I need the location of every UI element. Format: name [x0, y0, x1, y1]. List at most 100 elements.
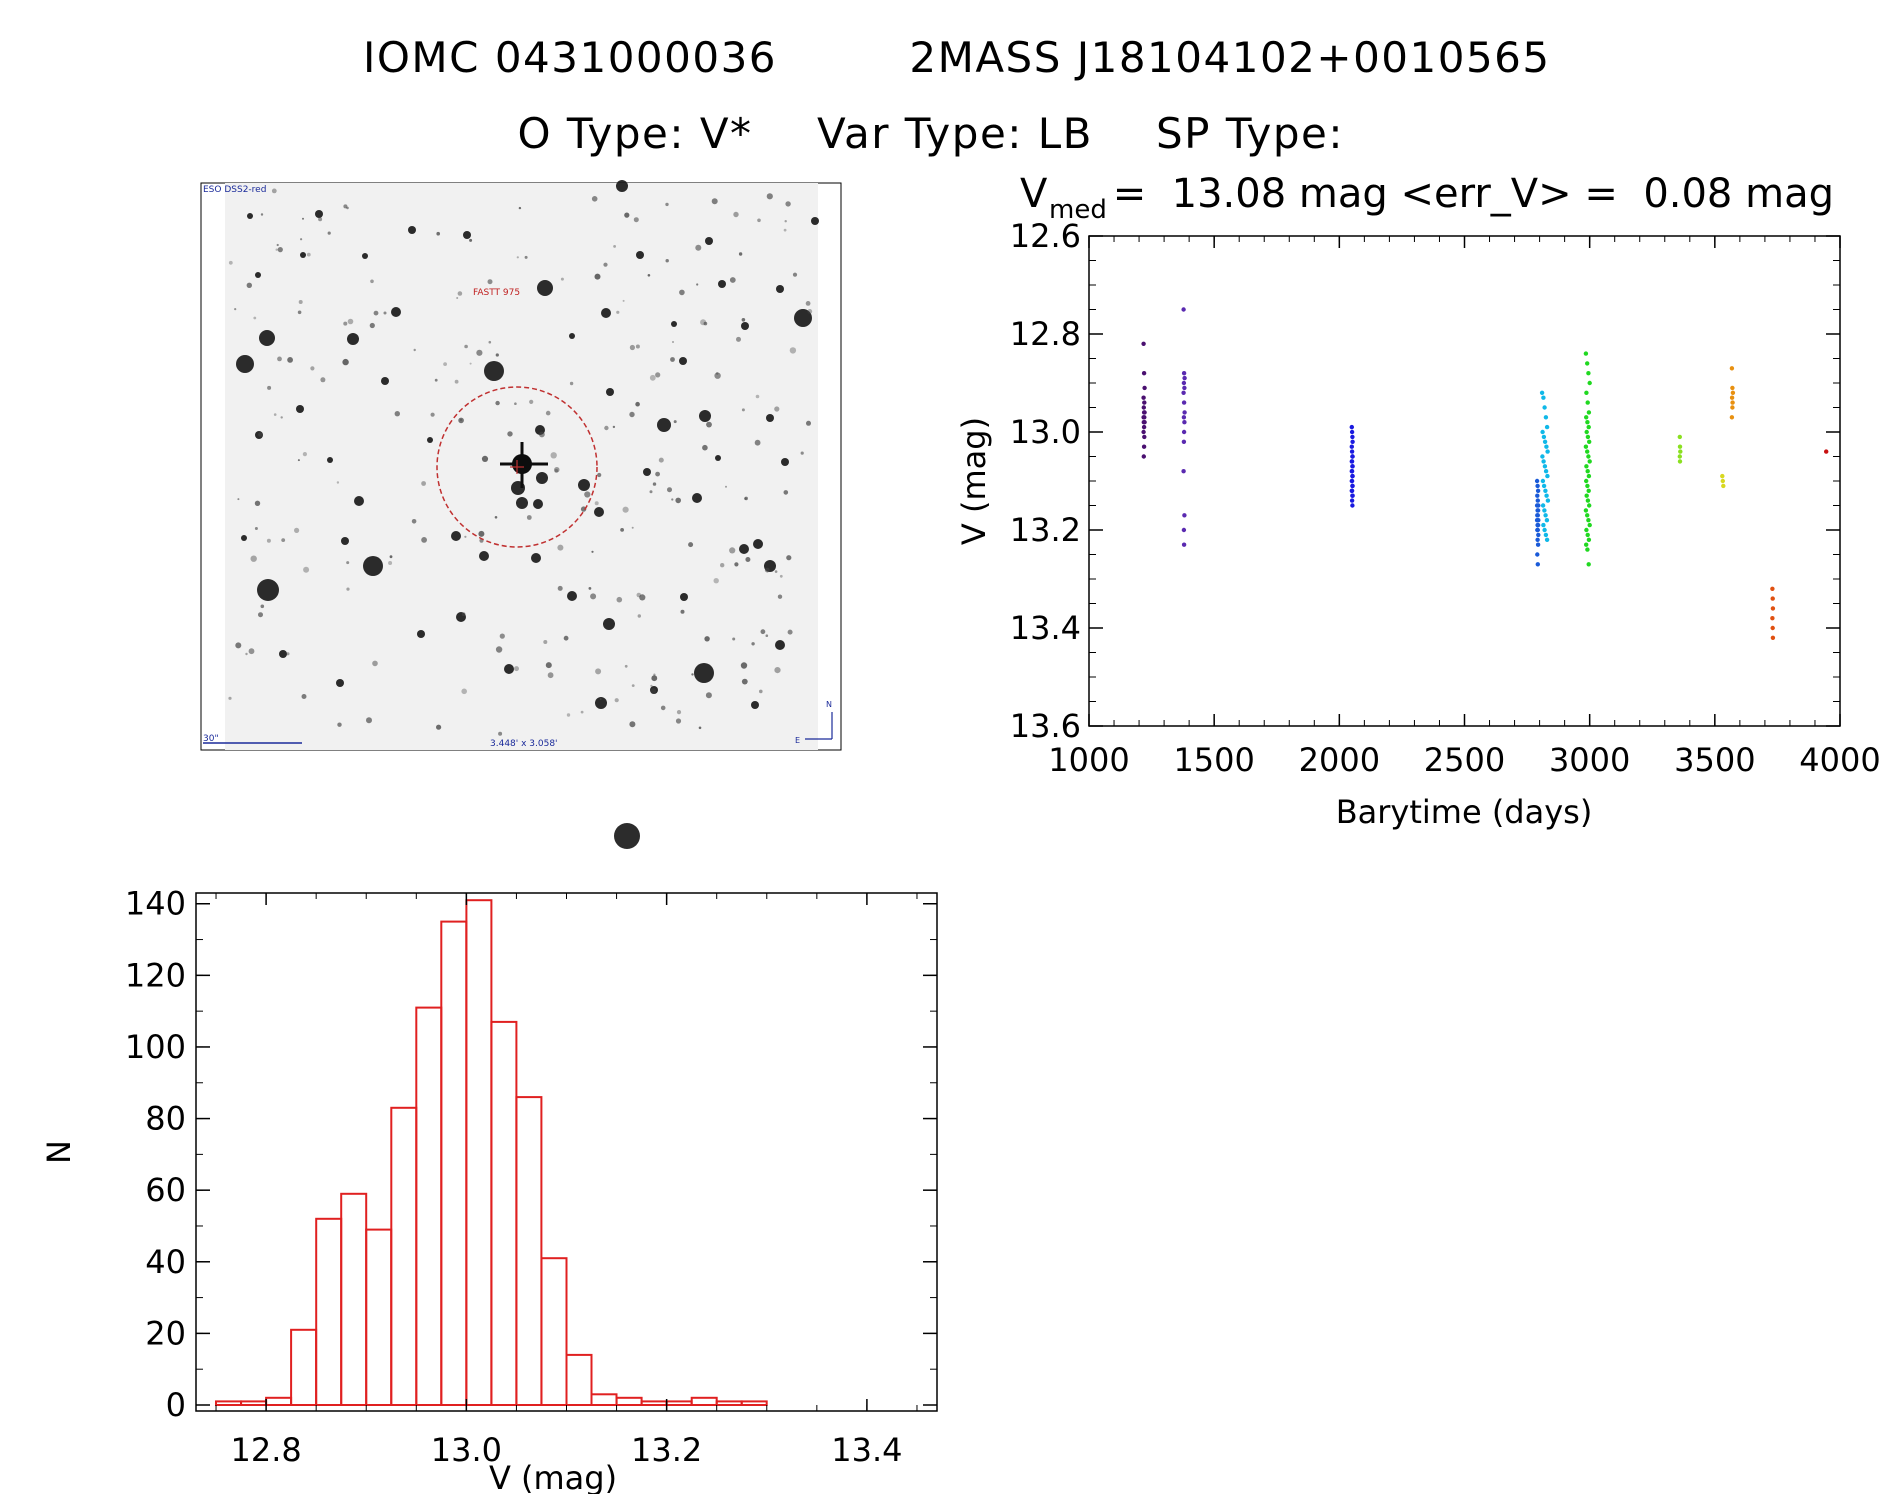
- finder-star: [354, 496, 364, 506]
- finder-faint-star: [566, 713, 571, 717]
- finder-faint-star: [464, 535, 467, 538]
- finder-faint-star: [732, 637, 736, 641]
- lc-data-point: [1770, 596, 1775, 601]
- lc-data-point: [1584, 493, 1589, 498]
- lc-data-point: [1587, 380, 1592, 386]
- lc-x-tick-label: 4000: [1799, 741, 1880, 779]
- lc-data-point: [1584, 390, 1589, 395]
- finder-faint-star: [805, 301, 811, 306]
- finder-faint-star: [740, 662, 748, 669]
- lc-data-point: [1544, 424, 1550, 430]
- lc-data-point: [1586, 371, 1591, 376]
- finder-faint-star: [784, 220, 787, 223]
- finder-faint-star: [346, 561, 350, 565]
- finder-faint-star: [647, 274, 651, 277]
- scale-bar-label: 30": [203, 734, 219, 744]
- finder-faint-star: [369, 322, 375, 329]
- lc-data-point: [1540, 503, 1546, 508]
- finder-faint-star: [383, 311, 387, 315]
- lc-data-point: [1141, 405, 1147, 410]
- lc-data-point: [1350, 503, 1355, 508]
- finder-faint-star: [469, 362, 472, 365]
- lc-data-point: [1182, 385, 1187, 391]
- finder-faint-star: [671, 498, 674, 501]
- finder-faint-star: [310, 366, 315, 371]
- finder-faint-star: [469, 238, 473, 242]
- finder-star-field: [228, 180, 819, 849]
- finder-faint-star: [665, 202, 669, 207]
- finder-faint-star: [698, 726, 702, 730]
- lc-data-point: [1730, 385, 1735, 391]
- finder-star: [657, 418, 671, 432]
- finder-faint-star: [636, 592, 642, 598]
- target-aperture-circle: [436, 386, 598, 548]
- finder-star: [692, 493, 702, 503]
- lc-data-point: [1543, 469, 1549, 474]
- finder-faint-star: [543, 640, 548, 644]
- lc-data-point: [1542, 508, 1547, 513]
- lc-data-point: [1730, 405, 1735, 410]
- lc-data-point: [1350, 483, 1355, 489]
- finder-faint-star: [457, 291, 463, 296]
- lc-data-point: [1770, 586, 1775, 591]
- finder-star: [259, 330, 275, 346]
- lc-data-point: [1545, 498, 1551, 503]
- finder-star: [363, 556, 383, 576]
- finder-faint-star: [741, 678, 748, 685]
- target-name-label: FASTT 975: [473, 288, 520, 298]
- lc-data-point: [1730, 390, 1736, 395]
- histogram-y-axis-label: N: [40, 1140, 78, 1164]
- finder-faint-star: [434, 378, 438, 382]
- lc-data-point: [1141, 371, 1147, 376]
- lc-data-point: [1350, 454, 1355, 459]
- hist-y-tick-label: 80: [145, 1100, 186, 1138]
- finder-faint-star: [346, 587, 350, 591]
- lc-data-point: [1141, 454, 1147, 459]
- histogram-x-tick-labels: 12.8 13.0 13.2 13.4: [230, 1431, 902, 1469]
- finder-star: [427, 437, 433, 443]
- lc-data-point: [1585, 449, 1590, 454]
- finder-faint-star: [514, 402, 517, 406]
- lc-data-point: [1142, 434, 1147, 440]
- lc-data-point: [1349, 488, 1355, 493]
- lc-data-point: [1544, 518, 1550, 523]
- lc-data-point: [1585, 420, 1590, 425]
- lc-data-point: [1587, 522, 1592, 528]
- hist-x-tick-label: 12.8: [230, 1431, 301, 1469]
- finder-star: [255, 272, 261, 278]
- finder-faint-star: [276, 243, 279, 247]
- title-variable-type: Var Type: LB: [817, 109, 1093, 158]
- lc-data-point: [1721, 483, 1726, 489]
- finder-faint-star: [337, 722, 342, 727]
- finder-faint-star: [280, 416, 283, 419]
- lc-data-point: [1586, 454, 1591, 459]
- finder-faint-star: [774, 570, 778, 573]
- lc-data-point: [1535, 527, 1541, 533]
- finder-faint-star: [327, 231, 331, 235]
- lc-data-point: [1535, 522, 1541, 528]
- finder-faint-star: [667, 487, 672, 493]
- finder-faint-star: [594, 501, 599, 506]
- lc-data-point: [1543, 532, 1549, 538]
- finder-faint-star: [529, 399, 534, 404]
- finder-faint-star: [786, 555, 792, 561]
- finder-faint-star: [318, 217, 323, 222]
- finder-faint-star: [495, 400, 500, 406]
- lc-data-point: [1585, 513, 1590, 518]
- finder-faint-star: [545, 662, 552, 669]
- finder-faint-star: [499, 633, 505, 639]
- finder-faint-star: [281, 538, 286, 542]
- finder-faint-star: [539, 431, 545, 438]
- finder-faint-star: [301, 694, 307, 699]
- finder-faint-star: [430, 412, 435, 417]
- finder-faint-star: [547, 672, 554, 679]
- lc-data-point: [1349, 498, 1355, 503]
- lc-data-point: [1584, 429, 1589, 435]
- finder-faint-star: [454, 379, 459, 384]
- finder-faint-star: [738, 252, 743, 256]
- finder-faint-star: [706, 421, 712, 428]
- finder-star: [776, 285, 784, 293]
- finder-faint-star: [751, 642, 755, 646]
- finder-faint-star: [557, 544, 564, 551]
- finder-faint-star: [774, 406, 780, 412]
